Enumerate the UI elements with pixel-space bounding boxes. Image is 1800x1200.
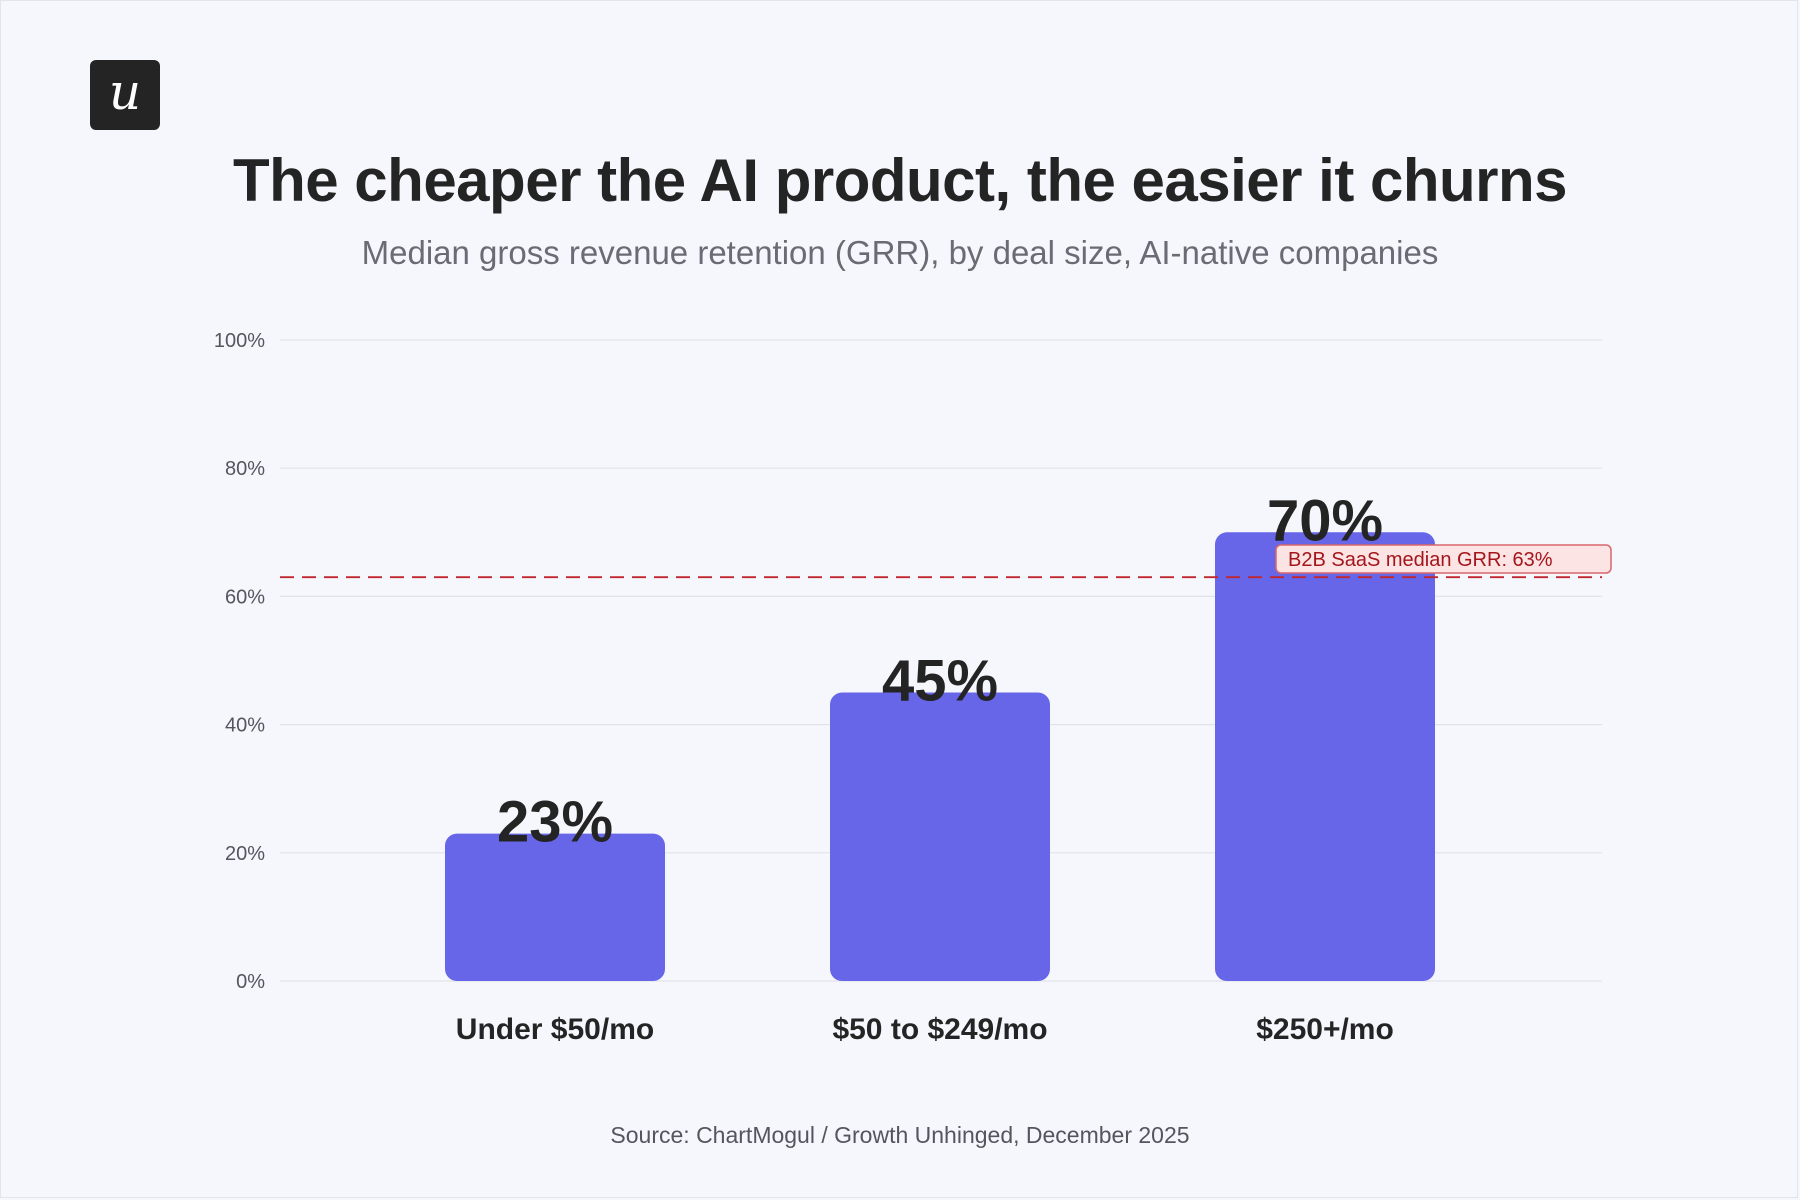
chart-subtitle: Median gross revenue retention (GRR), by… [361,234,1439,271]
bar [830,692,1050,981]
y-tick-label: 60% [225,586,265,608]
x-category-label: $250+/mo [1256,1013,1394,1046]
logo-glyph: u [108,63,142,121]
bar-value-label: 45% [882,649,998,714]
y-tick-label: 80% [225,458,265,480]
bar-value-label: 23% [497,790,613,855]
bar [1215,532,1435,981]
brand-logo: u [90,60,160,130]
bar [445,833,665,981]
source-note: Source: ChartMogul / Growth Unhinged, De… [610,1122,1190,1148]
y-tick-label: 40% [225,715,265,737]
y-tick-label: 0% [236,971,265,993]
reference-label-box [1275,544,1612,574]
reference-label: B2B SaaS median GRR: 63% [1288,549,1553,571]
x-category-label: $50 to $249/mo [832,1013,1047,1046]
bar-value-label: 70% [1267,488,1383,553]
x-category-label: Under $50/mo [456,1013,654,1046]
chart-title: The cheaper the AI product, the easier i… [232,147,1568,214]
y-tick-label: 20% [225,843,265,865]
y-tick-label: 100% [214,330,265,352]
